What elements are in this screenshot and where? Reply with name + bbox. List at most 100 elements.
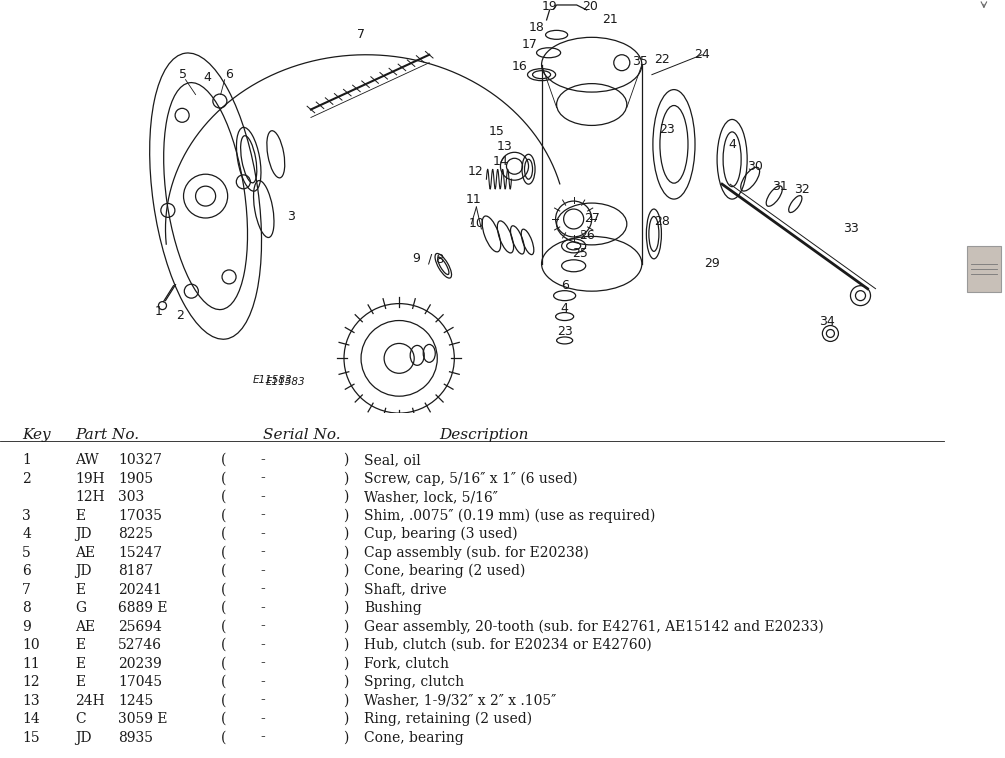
Text: -: - [260,601,265,615]
Text: G: G [75,601,86,615]
Text: JD: JD [75,527,91,541]
Text: 19: 19 [542,1,558,14]
Text: ): ) [343,583,349,597]
Text: 35: 35 [632,55,648,68]
Text: 5: 5 [179,68,187,81]
Text: 17: 17 [522,39,538,52]
Text: 14: 14 [22,712,40,726]
Text: -: - [260,490,265,504]
Text: (: ( [221,509,226,522]
Text: ): ) [343,712,349,726]
Text: 10327: 10327 [119,453,163,467]
Text: 25: 25 [572,247,588,260]
Text: ): ) [343,731,349,744]
Text: 34: 34 [819,315,835,328]
Text: 52746: 52746 [119,638,163,652]
Text: 6: 6 [225,68,232,81]
Text: Shim, .0075″ (0.19 mm) (use as required): Shim, .0075″ (0.19 mm) (use as required) [364,509,655,523]
Text: Description: Description [439,428,530,442]
Text: -: - [260,527,265,541]
Text: (: ( [221,731,226,744]
Text: 9: 9 [412,252,420,265]
Text: 1: 1 [22,453,31,467]
Text: (: ( [221,564,226,578]
Text: 20: 20 [582,1,598,14]
Text: 3: 3 [286,209,294,223]
Text: E11583: E11583 [252,375,292,385]
Text: C: C [75,712,85,726]
Text: JD: JD [75,731,91,744]
Text: AE: AE [75,546,95,559]
Text: Bushing: Bushing [364,601,422,615]
Text: ): ) [343,564,349,578]
Text: -: - [260,471,265,486]
Text: ): ) [343,527,349,541]
Text: 12: 12 [22,675,39,689]
Text: (: ( [221,583,226,597]
Text: 8225: 8225 [119,527,154,541]
Text: -: - [260,712,265,726]
Text: 6889 E: 6889 E [119,601,168,615]
Text: / 8: / 8 [428,252,444,265]
Text: 11: 11 [465,193,481,205]
Text: (: ( [221,712,226,726]
Text: -: - [260,546,265,559]
Text: 7: 7 [22,583,31,597]
Text: 32: 32 [794,183,810,196]
Text: (: ( [221,694,226,707]
Text: 33: 33 [842,222,858,236]
Text: Washer, lock, 5/16″: Washer, lock, 5/16″ [364,490,497,504]
Text: ): ) [343,619,349,634]
Text: E: E [75,638,85,652]
Text: Cap assembly (sub. for E20238): Cap assembly (sub. for E20238) [364,546,589,560]
Text: Screw, cap, 5/16″ x 1″ (6 used): Screw, cap, 5/16″ x 1″ (6 used) [364,471,578,486]
Text: 15: 15 [488,125,505,138]
Text: 17045: 17045 [119,675,163,689]
Text: E: E [75,675,85,689]
Text: 26: 26 [579,230,595,243]
Text: -: - [260,731,265,744]
Text: 13: 13 [496,139,513,153]
Text: 4: 4 [561,302,569,315]
Text: 29: 29 [705,257,720,271]
Text: 1905: 1905 [119,471,154,486]
Text: ): ) [343,694,349,707]
Text: E: E [75,583,85,597]
Text: AW: AW [75,453,98,467]
Text: E: E [75,509,85,522]
Text: 11: 11 [22,656,40,671]
Text: (: ( [221,675,226,689]
Text: (: ( [221,546,226,559]
FancyBboxPatch shape [967,246,1001,292]
Text: Washer, 1-9/32″ x 2″ x .105″: Washer, 1-9/32″ x 2″ x .105″ [364,694,557,707]
Text: 23: 23 [557,325,573,338]
Text: (: ( [221,490,226,504]
Text: 13: 13 [22,694,39,707]
Text: 21: 21 [602,14,618,27]
Text: 9: 9 [22,619,31,634]
Text: JD: JD [75,564,91,578]
Text: Spring, clutch: Spring, clutch [364,675,464,689]
Text: 4: 4 [22,527,31,541]
Text: 24H: 24H [75,694,105,707]
Text: (: ( [221,471,226,486]
Text: 18: 18 [529,21,545,34]
Text: 23: 23 [659,123,674,136]
Text: 19H: 19H [75,471,105,486]
Text: 28: 28 [654,215,670,228]
Text: Ring, retaining (2 used): Ring, retaining (2 used) [364,712,533,726]
Text: Gear assembly, 20-tooth (sub. for E42761, AE15142 and E20233): Gear assembly, 20-tooth (sub. for E42761… [364,619,824,634]
Text: 6: 6 [561,279,569,292]
Text: ): ) [343,546,349,559]
Text: 25694: 25694 [119,619,162,634]
Text: (: ( [221,601,226,615]
Text: Cup, bearing (3 used): Cup, bearing (3 used) [364,527,518,541]
Text: Seal, oil: Seal, oil [364,453,421,467]
Text: Shaft, drive: Shaft, drive [364,583,446,597]
Text: (: ( [221,619,226,634]
Text: 2: 2 [22,471,31,486]
Text: 10: 10 [22,638,39,652]
Text: -: - [260,583,265,597]
Text: E11583: E11583 [265,377,306,387]
Text: 20241: 20241 [119,583,163,597]
